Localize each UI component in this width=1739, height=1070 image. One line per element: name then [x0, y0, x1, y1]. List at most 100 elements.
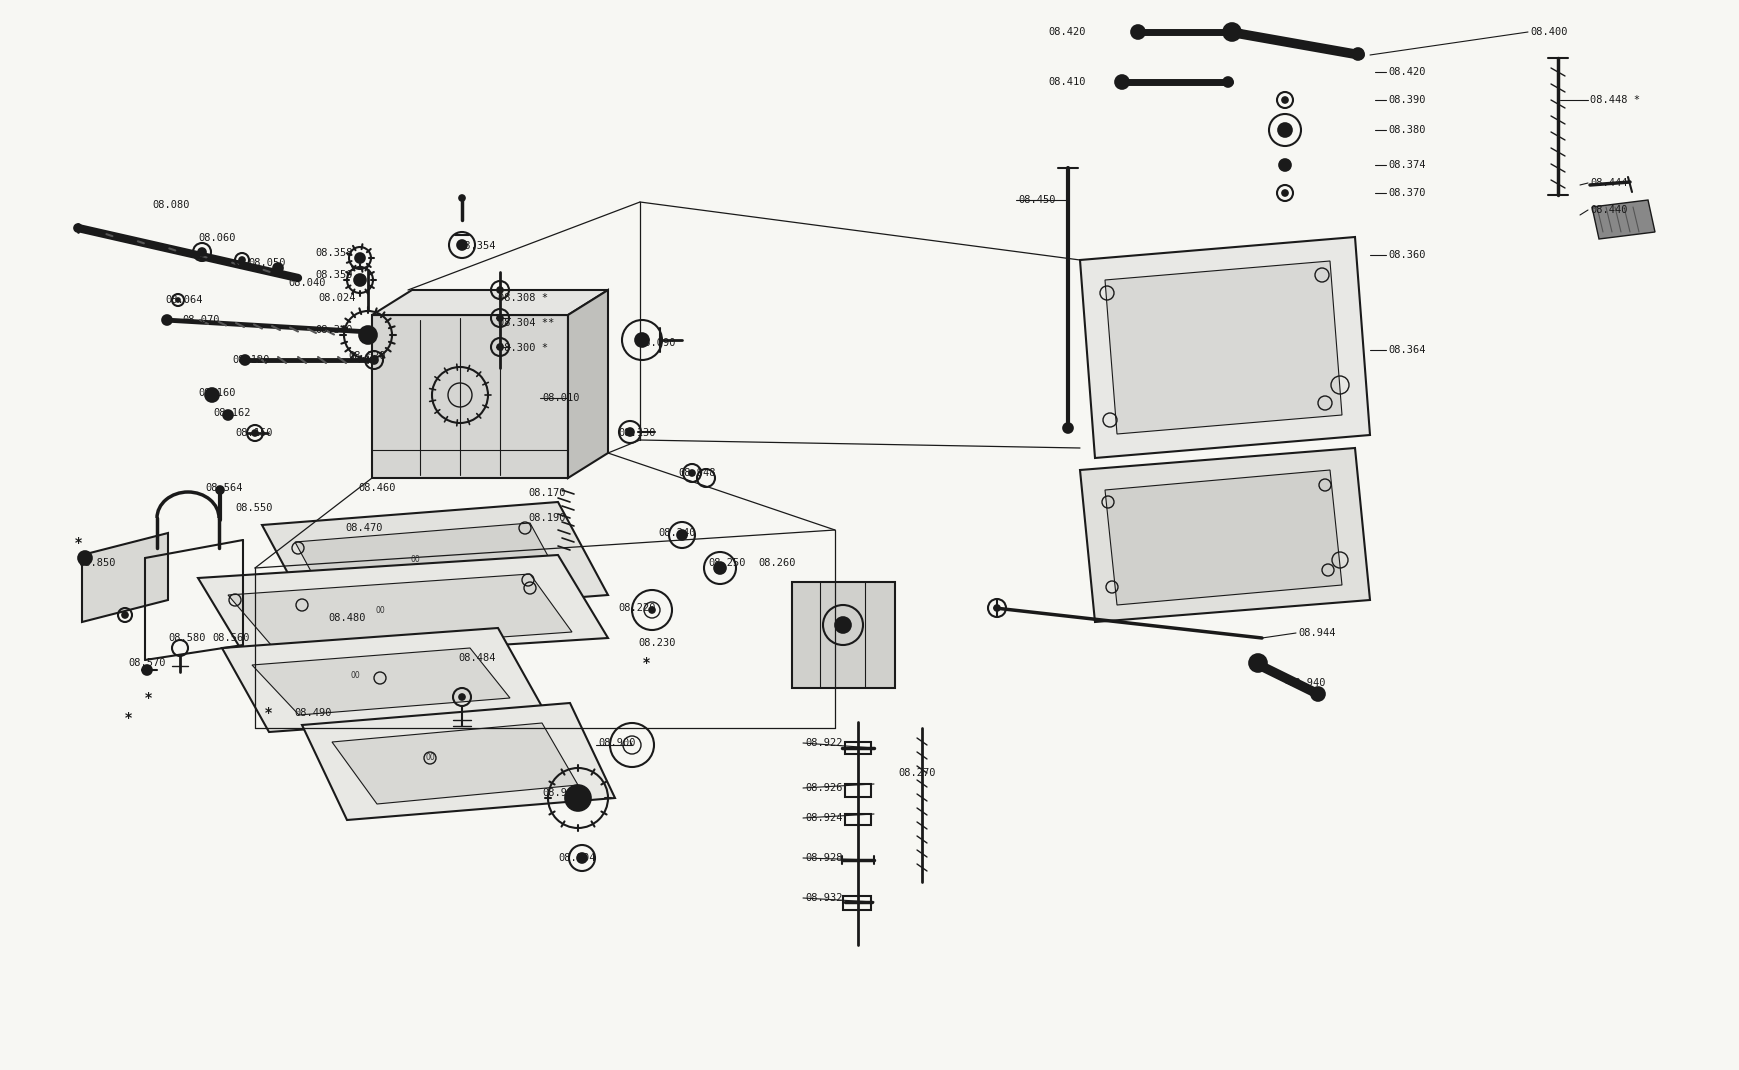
Circle shape	[1282, 190, 1287, 196]
Circle shape	[1276, 123, 1292, 137]
Text: 08.390: 08.390	[1388, 95, 1424, 105]
Text: 08.190: 08.190	[527, 513, 565, 523]
Circle shape	[1351, 48, 1363, 60]
Circle shape	[252, 430, 257, 435]
Text: 08.410: 08.410	[1047, 77, 1085, 87]
Text: 08.040: 08.040	[289, 278, 325, 288]
Circle shape	[273, 263, 283, 273]
Circle shape	[835, 617, 850, 633]
Text: 08.490: 08.490	[294, 708, 332, 718]
Text: 08.354: 08.354	[457, 241, 496, 251]
Text: 08.944: 08.944	[1297, 628, 1336, 638]
Text: 08.560: 08.560	[212, 633, 249, 643]
Text: 08.380: 08.380	[1388, 125, 1424, 135]
Text: 08.550: 08.550	[235, 503, 273, 513]
Polygon shape	[372, 290, 607, 315]
Text: 08.120: 08.120	[231, 355, 270, 365]
Circle shape	[1115, 75, 1129, 89]
Text: 08.050: 08.050	[249, 258, 285, 268]
Polygon shape	[1080, 236, 1369, 458]
Text: 08.020: 08.020	[348, 351, 386, 361]
Text: 08.060: 08.060	[198, 233, 235, 243]
Polygon shape	[1104, 470, 1341, 605]
Text: *: *	[75, 536, 82, 550]
Text: 08.360: 08.360	[1388, 250, 1424, 260]
Circle shape	[240, 355, 250, 365]
Text: 08.480: 08.480	[329, 613, 365, 623]
Circle shape	[1223, 22, 1240, 41]
Circle shape	[216, 486, 224, 494]
Bar	[845, 814, 871, 825]
Polygon shape	[252, 648, 510, 715]
Text: 08.010: 08.010	[541, 393, 579, 403]
Polygon shape	[1591, 200, 1654, 239]
Text: 08.928: 08.928	[805, 853, 842, 863]
Polygon shape	[228, 574, 572, 653]
Bar	[845, 742, 871, 754]
Polygon shape	[198, 555, 607, 661]
Circle shape	[689, 470, 694, 476]
Circle shape	[162, 315, 172, 325]
Circle shape	[497, 343, 503, 350]
Polygon shape	[332, 723, 577, 804]
Text: 08.448 *: 08.448 *	[1589, 95, 1640, 105]
Circle shape	[198, 248, 205, 256]
Text: 08.460: 08.460	[358, 483, 395, 493]
Circle shape	[238, 257, 245, 263]
Circle shape	[223, 410, 233, 421]
Polygon shape	[791, 582, 894, 688]
Text: 08.900: 08.900	[598, 738, 635, 748]
Text: 08.260: 08.260	[758, 557, 795, 568]
Text: 08.484: 08.484	[457, 653, 496, 663]
Circle shape	[497, 287, 503, 293]
Circle shape	[713, 562, 725, 574]
Text: 08.922: 08.922	[805, 738, 842, 748]
Text: 00: 00	[350, 671, 360, 681]
Text: 08.940: 08.940	[1287, 678, 1325, 688]
Text: 08.374: 08.374	[1388, 160, 1424, 170]
Text: 08.308 *: 08.308 *	[497, 293, 548, 303]
Text: 08.444: 08.444	[1589, 178, 1626, 188]
Polygon shape	[567, 290, 607, 478]
Text: 08.170: 08.170	[527, 488, 565, 498]
Circle shape	[1278, 159, 1290, 171]
Text: 08.370: 08.370	[1388, 188, 1424, 198]
Circle shape	[75, 224, 82, 232]
Text: *: *	[144, 691, 151, 705]
Text: 08.080: 08.080	[151, 200, 190, 210]
Bar	[842, 896, 871, 909]
Text: 08.420: 08.420	[1388, 67, 1424, 77]
Text: 08.450: 08.450	[1017, 195, 1056, 205]
Text: 08.220: 08.220	[617, 603, 656, 613]
Text: 08.570: 08.570	[129, 658, 165, 668]
Text: 08.564: 08.564	[205, 483, 242, 493]
Text: 08.024: 08.024	[318, 293, 355, 303]
Circle shape	[676, 530, 687, 540]
Text: 08.300 *: 08.300 *	[497, 343, 548, 353]
Text: 00: 00	[410, 555, 419, 564]
Circle shape	[993, 605, 1000, 611]
Circle shape	[353, 274, 365, 286]
Text: 08.364: 08.364	[1388, 345, 1424, 355]
Circle shape	[1063, 423, 1073, 433]
Text: 08.240: 08.240	[657, 528, 696, 538]
Circle shape	[176, 299, 179, 302]
Circle shape	[565, 785, 591, 811]
Circle shape	[1282, 97, 1287, 103]
Circle shape	[370, 356, 377, 364]
Text: 08.932: 08.932	[805, 893, 842, 903]
Circle shape	[143, 664, 151, 675]
Circle shape	[1309, 687, 1323, 701]
Text: 08.850: 08.850	[78, 557, 115, 568]
Text: 08.064: 08.064	[165, 295, 202, 305]
Circle shape	[459, 694, 464, 700]
Text: 08.340: 08.340	[315, 325, 353, 335]
Text: *: *	[642, 656, 649, 670]
Text: 08.230: 08.230	[638, 638, 675, 648]
Text: 08.948: 08.948	[678, 468, 715, 478]
Text: 00: 00	[424, 753, 435, 762]
Circle shape	[649, 607, 654, 613]
Circle shape	[577, 853, 586, 863]
Text: 08.162: 08.162	[212, 408, 250, 418]
Polygon shape	[82, 533, 169, 622]
